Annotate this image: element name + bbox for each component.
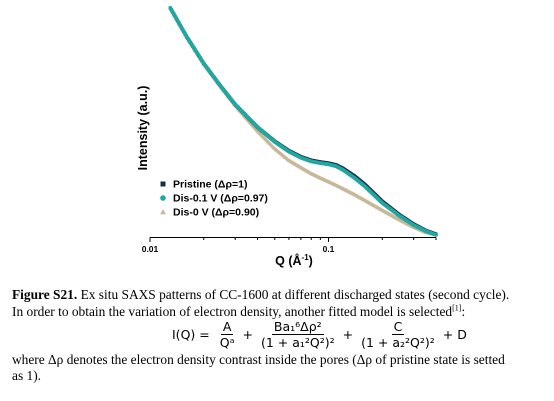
legend-marker-pristine (160, 181, 166, 187)
x-tick-label: 0.01 (142, 244, 159, 254)
y-axis-title: Intensity (a.u.) (136, 86, 150, 171)
dis-0.1v-point (434, 232, 438, 237)
eq-t2-den: (1 + a₁²Q²)² (260, 334, 335, 350)
x-tick-label: 0.1 (323, 244, 335, 254)
data-points (168, 5, 439, 237)
eq-term-3: C (1 + a₂²Q²)² (359, 319, 437, 350)
caption-text-2: In order to obtain the variation of elec… (12, 304, 453, 319)
eq-tail: + D (442, 326, 467, 342)
legend-label: Dis-0 V (Δρ=0.90) (173, 207, 259, 219)
caption-colon: : (461, 304, 466, 319)
eq-term-2: Ba₁⁶Δρ² (1 + a₁²Q²)² (259, 319, 337, 350)
figure-caption-line2: In order to obtain the variation of elec… (12, 304, 550, 320)
legend: Pristine (Δρ=1) Dis-0.1 V (Δρ=0.97) Dis-0 … (160, 179, 268, 219)
eq-lhs: I(Q) = (172, 326, 210, 342)
figure-caption-line4: where Δρ denotes the electron density co… (12, 352, 505, 367)
eq-t3-num: C (391, 318, 405, 335)
legend-label: Pristine (Δρ=1) (173, 179, 247, 191)
figure-caption-line5: as 1). (12, 368, 42, 383)
legend-marker-dis-0.1v (160, 195, 166, 201)
eq-t2-num: Ba₁⁶Δρ² (271, 318, 324, 335)
x-axis-title: Q (Å-1) (275, 253, 313, 268)
caption-text: Ex situ SAXS patterns of CC-1600 at diff… (77, 287, 510, 302)
eq-plus-2: + (342, 326, 354, 342)
legend-marker-dis-0v (160, 209, 166, 215)
eq-t3-den: (1 + a₂²Q²)² (361, 334, 435, 350)
eq-t1-num: A (220, 318, 234, 335)
legend-label: Dis-0.1 V (Δρ=0.97) (173, 193, 268, 205)
figure-caption-line1: Figure S21. Ex situ SAXS patterns of CC-… (12, 287, 550, 303)
reference-mark: [1] (452, 303, 462, 313)
x-ticks: 0.01 0.1 (142, 237, 437, 254)
eq-plus-1: + (242, 326, 253, 342)
eq-term-1: A Qᵃ (218, 319, 237, 350)
fitting-equation: I(Q) = A Qᵃ + Ba₁⁶Δρ² (1 + a₁²Q²)² + C (1 +… (172, 317, 467, 351)
eq-t1-den: Qᵃ (219, 334, 235, 350)
saxs-chart: 0.01 0.1 Intensity (a.u.) Q (Å-1) Pristin… (136, 5, 439, 268)
figure-label: Figure S21. (12, 287, 78, 302)
